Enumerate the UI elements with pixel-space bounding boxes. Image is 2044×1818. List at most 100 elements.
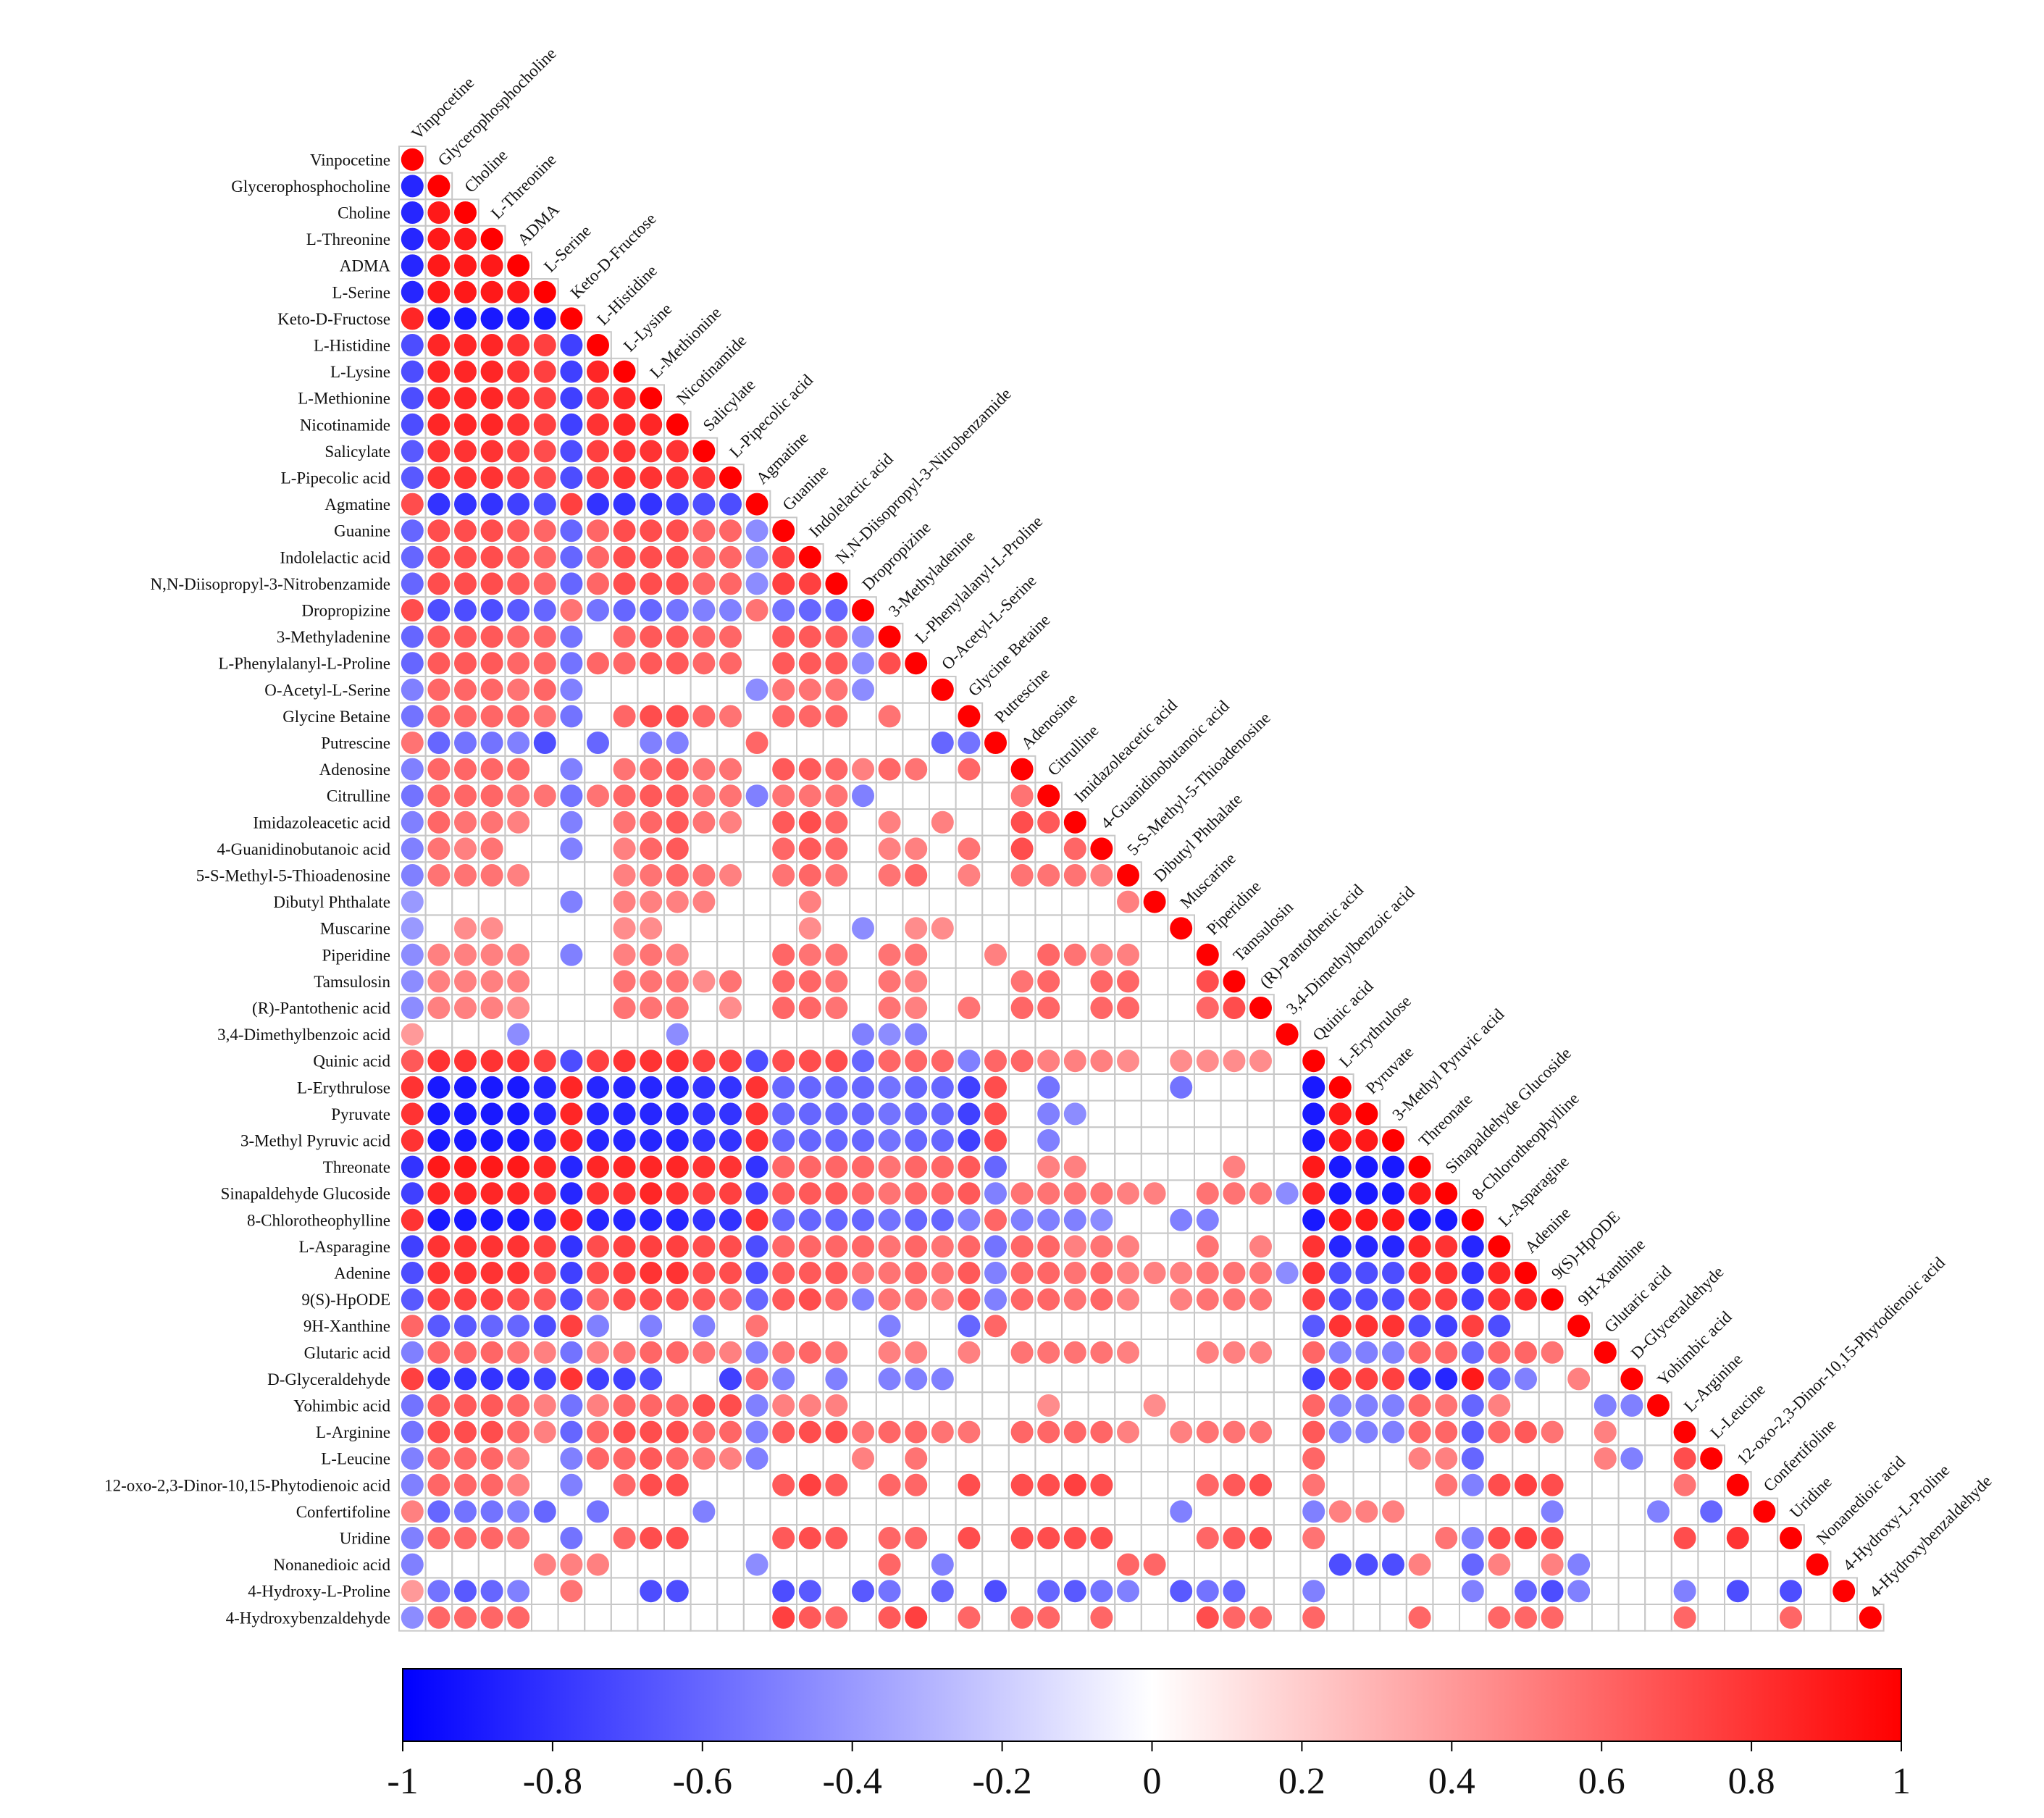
correlation-circle	[480, 1129, 503, 1152]
correlation-circle	[666, 1023, 689, 1046]
correlation-circle	[1541, 1473, 1564, 1496]
correlation-circle	[401, 201, 424, 224]
grid-cell	[796, 1020, 824, 1049]
correlation-circle	[613, 758, 636, 781]
correlation-circle	[1063, 1473, 1086, 1496]
grid-cell	[1220, 1020, 1249, 1049]
correlation-circle	[1063, 837, 1086, 860]
correlation-circle	[454, 784, 477, 808]
correlation-circle	[640, 493, 663, 516]
correlation-circle	[931, 1288, 954, 1311]
correlation-circle	[825, 1341, 848, 1364]
correlation-circle	[1435, 1473, 1458, 1496]
grid-cell	[531, 1020, 559, 1049]
correlation-circle	[878, 1527, 901, 1549]
correlation-circle	[958, 1235, 981, 1258]
row-label: 3-Methyladenine	[277, 628, 390, 646]
correlation-circle	[1117, 1262, 1139, 1284]
correlation-circle	[878, 1288, 901, 1311]
grid-cell	[929, 861, 957, 889]
correlation-circle	[666, 1235, 689, 1258]
correlation-circle	[1090, 1050, 1113, 1073]
correlation-circle	[825, 705, 848, 728]
correlation-circle	[1302, 1102, 1325, 1126]
grid-cell	[1803, 1577, 1832, 1605]
row-label: L-Asparagine	[299, 1238, 390, 1256]
correlation-circle	[878, 970, 901, 993]
correlation-circle	[427, 519, 451, 543]
correlation-circle	[692, 1447, 716, 1470]
correlation-circle	[798, 1235, 821, 1258]
correlation-circle	[533, 1208, 556, 1231]
correlation-circle	[798, 1102, 821, 1126]
grid-cell	[1512, 1497, 1540, 1526]
correlation-circle	[772, 1367, 795, 1391]
row-label: 9H-Xanthine	[303, 1318, 390, 1336]
grid-cell	[1220, 1391, 1249, 1420]
correlation-circle	[613, 413, 636, 436]
grid-cell	[902, 676, 931, 704]
correlation-circle	[640, 1527, 663, 1549]
correlation-circle	[507, 1606, 530, 1629]
correlation-circle	[454, 625, 477, 648]
correlation-circle	[1488, 1315, 1511, 1338]
grid-cell	[1432, 1577, 1461, 1605]
correlation-circle	[984, 1235, 1007, 1258]
correlation-circle	[427, 810, 451, 834]
correlation-circle	[533, 387, 556, 410]
correlation-circle	[533, 678, 556, 701]
grid-cell	[1061, 887, 1089, 916]
correlation-circle	[852, 784, 874, 808]
grid-cell	[1724, 1550, 1752, 1579]
correlation-circle	[984, 1076, 1007, 1099]
grid-cell	[1140, 1524, 1169, 1552]
correlation-circle	[560, 810, 583, 834]
correlation-circle	[1382, 1208, 1404, 1231]
grid-cell	[1194, 1444, 1222, 1473]
grid-cell	[1538, 1312, 1567, 1341]
correlation-circle	[1117, 1420, 1139, 1444]
colorbar-tick-label: 0.4	[1428, 1761, 1475, 1802]
correlation-circle	[666, 599, 689, 621]
correlation-circle	[745, 1208, 768, 1231]
grid-cell	[1008, 1497, 1036, 1526]
correlation-circle	[1063, 1208, 1086, 1231]
correlation-circle	[1302, 1580, 1325, 1603]
correlation-circle	[878, 1050, 901, 1073]
correlation-circle	[1302, 1076, 1325, 1099]
correlation-circle	[427, 599, 451, 621]
grid-cell	[1856, 1604, 1885, 1632]
grid-cell	[1167, 1444, 1196, 1473]
grid-cell	[610, 1312, 639, 1341]
grid-cell	[1034, 1365, 1063, 1394]
correlation-circle	[772, 1208, 795, 1231]
correlation-circle	[613, 1394, 636, 1417]
correlation-circle	[1117, 1182, 1139, 1205]
correlation-circle	[401, 1500, 424, 1523]
correlation-circle	[1010, 1527, 1034, 1549]
correlation-circle	[666, 1182, 689, 1205]
correlation-circle	[745, 732, 768, 754]
correlation-circle	[587, 1288, 609, 1311]
correlation-circle	[454, 1235, 477, 1258]
correlation-circle	[1726, 1580, 1749, 1603]
correlation-circle	[931, 1367, 954, 1391]
grid-cell	[981, 1524, 1010, 1552]
correlation-circle	[587, 1050, 609, 1073]
correlation-circle	[587, 1262, 609, 1284]
correlation-circle	[719, 864, 742, 887]
correlation-circle	[719, 1262, 742, 1284]
correlation-circle	[1435, 1208, 1458, 1231]
grid-cell	[584, 676, 612, 704]
correlation-circle	[1408, 1606, 1431, 1629]
correlation-circle	[613, 1208, 636, 1231]
correlation-circle	[878, 652, 901, 675]
correlation-circle	[798, 652, 821, 675]
correlation-circle	[798, 1050, 821, 1073]
correlation-circle	[480, 1155, 503, 1178]
correlation-circle	[533, 307, 556, 330]
grid-cell	[929, 1604, 957, 1632]
correlation-circle	[1063, 1235, 1086, 1258]
correlation-circle	[1328, 1155, 1352, 1178]
grid-cell	[1140, 1206, 1169, 1234]
